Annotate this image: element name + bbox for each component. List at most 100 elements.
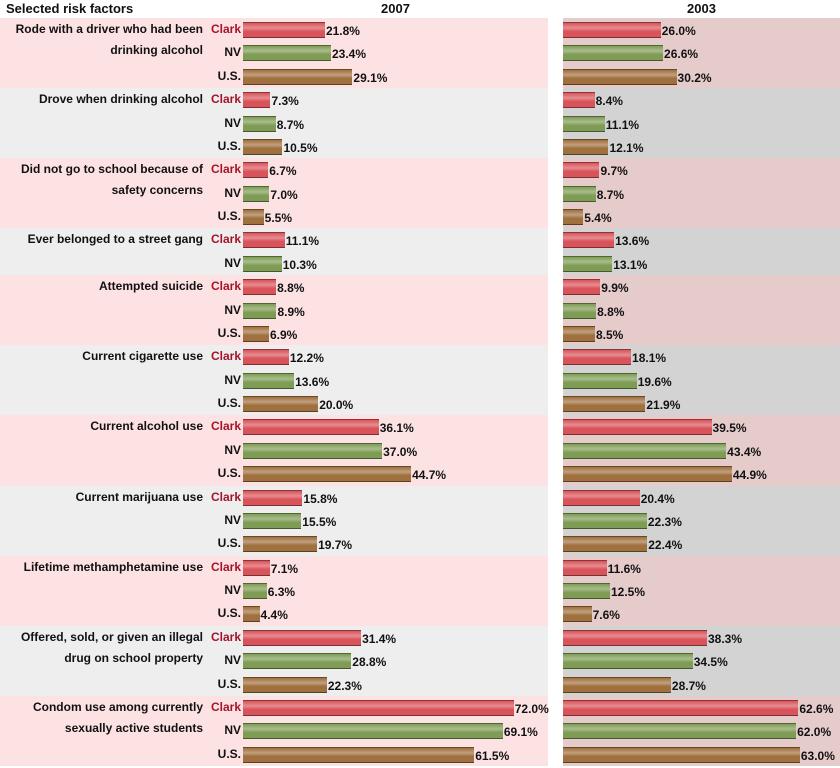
bar xyxy=(243,442,383,459)
bar xyxy=(243,162,269,179)
value-label: 9.9% xyxy=(601,281,629,296)
value-label: 6.7% xyxy=(269,164,297,179)
value-label: 7.6% xyxy=(592,608,620,623)
series-label: NV xyxy=(224,583,241,597)
value-label: 28.7% xyxy=(671,678,706,693)
value-label: 7.1% xyxy=(270,561,299,576)
value-label: 4.4% xyxy=(260,608,288,623)
bar xyxy=(243,232,285,249)
series-label: Clark xyxy=(210,559,241,574)
series-label: Clark xyxy=(210,349,241,364)
panel-background xyxy=(563,158,840,229)
series-label: Clark xyxy=(210,162,241,177)
bar xyxy=(563,349,632,366)
value-label: 20.0% xyxy=(319,398,354,412)
bar xyxy=(563,583,610,599)
series-label: NV xyxy=(224,115,241,130)
bar xyxy=(563,325,595,342)
row-background xyxy=(0,415,243,486)
series-label: Clark xyxy=(210,629,241,644)
category-label: Did not go to school because of safety c… xyxy=(20,162,203,198)
series-label: NV xyxy=(224,653,241,668)
bar xyxy=(243,559,270,576)
bar xyxy=(563,629,707,646)
panel-background xyxy=(563,88,840,159)
bar xyxy=(563,466,732,483)
value-label: 12.2% xyxy=(289,351,324,366)
category-label: Current marijuana use xyxy=(75,489,203,504)
value-label: 12.5% xyxy=(611,585,646,599)
value-label: 30.2% xyxy=(677,70,712,85)
series-label: U.S. xyxy=(217,466,241,481)
series-label: NV xyxy=(224,45,241,60)
bar xyxy=(563,138,609,155)
series-label: Clark xyxy=(210,279,241,294)
bar xyxy=(563,185,596,202)
bar xyxy=(563,723,797,740)
category-label: Rode with a driver who had been drinking… xyxy=(15,22,203,57)
series-label: NV xyxy=(224,255,241,270)
value-label: 19.7% xyxy=(318,538,353,553)
value-label: 72.0% xyxy=(514,701,549,716)
bar xyxy=(243,489,303,506)
bar xyxy=(563,559,607,576)
value-label: 22.4% xyxy=(648,538,683,553)
value-label: 26.0% xyxy=(661,24,696,38)
series-label: NV xyxy=(224,442,241,457)
value-label: 10.5% xyxy=(283,140,318,155)
bar xyxy=(243,699,514,716)
category-label: Drove when drinking alcohol xyxy=(38,92,203,107)
bar xyxy=(563,209,584,225)
value-label: 36.1% xyxy=(379,421,414,436)
value-label: 13.6% xyxy=(615,234,650,249)
bar xyxy=(563,255,613,272)
bar xyxy=(243,676,327,693)
bar xyxy=(563,115,605,132)
bar xyxy=(563,653,693,670)
panel-background xyxy=(563,275,840,346)
value-label: 39.5% xyxy=(712,421,747,436)
value-label: 22.3% xyxy=(647,514,682,529)
value-label: 9.7% xyxy=(600,164,628,179)
bar xyxy=(563,606,592,623)
value-label: 22.3% xyxy=(327,678,362,693)
series-label: Clark xyxy=(210,699,241,714)
bar xyxy=(243,115,276,132)
value-label: 6.3% xyxy=(267,585,296,599)
series-label: U.S. xyxy=(217,209,241,223)
value-label: 44.7% xyxy=(412,468,447,483)
bar xyxy=(243,45,331,62)
bar xyxy=(563,22,661,38)
series-label: NV xyxy=(224,185,241,200)
row-background xyxy=(0,625,243,696)
row-background xyxy=(0,158,243,229)
value-label: 5.4% xyxy=(584,211,612,225)
value-label: 8.7% xyxy=(276,117,305,132)
bar xyxy=(243,372,295,389)
value-label: 8.7% xyxy=(596,187,625,202)
bar xyxy=(243,606,260,623)
series-label: U.S. xyxy=(217,676,241,691)
bar xyxy=(243,22,325,38)
bar xyxy=(563,512,647,529)
category-label: Current cigarette use xyxy=(82,349,203,364)
value-label: 19.6% xyxy=(637,374,672,389)
bar xyxy=(243,279,277,296)
value-label: 28.8% xyxy=(352,655,387,670)
bar xyxy=(243,68,353,85)
value-label: 34.5% xyxy=(693,655,728,670)
bar xyxy=(563,302,597,319)
bar xyxy=(563,92,595,109)
value-label: 11.6% xyxy=(607,561,641,576)
bar xyxy=(563,162,600,179)
bar xyxy=(243,419,379,436)
value-label: 6.9% xyxy=(269,327,298,342)
value-label: 15.8% xyxy=(303,491,338,506)
bar xyxy=(243,629,362,646)
value-label: 44.9% xyxy=(732,468,767,483)
row-background xyxy=(0,88,243,159)
series-label: U.S. xyxy=(217,606,241,621)
bar xyxy=(563,372,637,389)
value-label: 38.3% xyxy=(708,631,743,646)
